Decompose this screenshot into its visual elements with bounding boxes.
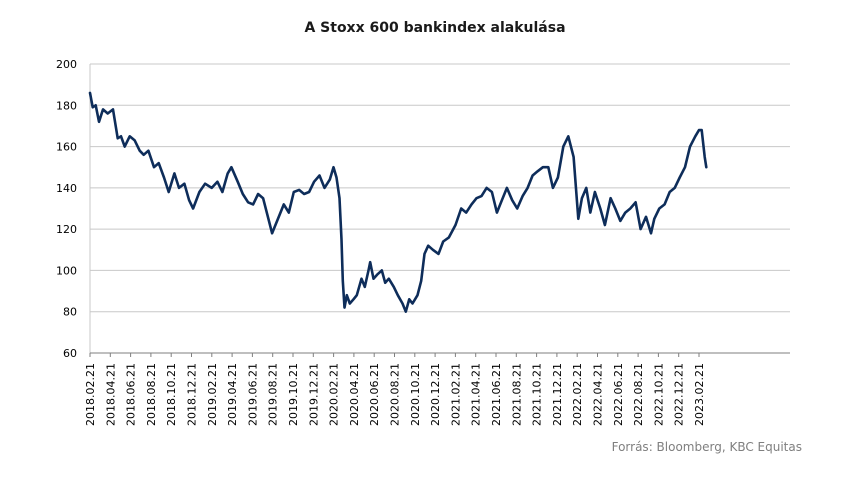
x-tick-label: 2022.08.21: [632, 363, 645, 426]
x-tick-label: 2021.12.21: [551, 363, 564, 426]
x-tick-label: 2019.10.21: [287, 363, 300, 426]
x-tick-label: 2020.02.21: [328, 363, 341, 426]
x-tick-label: 2020.08.21: [389, 363, 402, 426]
x-tick-label: 2018.06.21: [125, 363, 138, 426]
x-tick-label: 2020.04.21: [348, 363, 361, 426]
grid-layer: [90, 63, 790, 354]
x-tick-label: 2018.04.21: [104, 363, 117, 426]
x-tick-label: 2019.06.21: [246, 363, 259, 426]
x-tick-label: 2019.12.21: [307, 363, 320, 426]
x-tick-label: 2019.04.21: [226, 363, 239, 426]
y-tick-label: 120: [56, 223, 77, 236]
y-tick-label: 140: [56, 182, 77, 195]
y-tick-label: 60: [63, 347, 77, 360]
x-tick-label: 2022.06.21: [612, 363, 625, 426]
axis-layer: 60 80 100 120 140 160 180 200 2018.02.21 2018.04.…: [56, 58, 790, 426]
x-tick-label: 2022.12.21: [673, 363, 686, 426]
x-tick-label: 2023.02.21: [693, 363, 706, 426]
x-tick-label: 2021.04.21: [470, 363, 483, 426]
x-tick-label: 2018.12.21: [186, 363, 199, 426]
x-tick-label: 2019.02.21: [206, 363, 219, 426]
x-tick-label: 2022.04.21: [592, 363, 605, 426]
x-tick-label: 2021.06.21: [490, 363, 503, 426]
y-tick-label: 200: [56, 58, 77, 71]
series-line: [88, 91, 708, 314]
source-note: Forrás: Bloomberg, KBC Equitas: [611, 440, 802, 454]
x-tick-label: 2018.08.21: [145, 363, 158, 426]
x-tick-label: 2021.08.21: [510, 363, 523, 426]
x-tick-label: 2019.08.21: [267, 363, 280, 426]
x-tick-label: 2022.02.21: [571, 363, 584, 426]
x-tick-label: 2022.10.21: [652, 363, 665, 426]
x-tick-label: 2018.10.21: [165, 363, 178, 426]
y-tick-label: 180: [56, 99, 77, 112]
x-tick-label: 2018.02.21: [84, 363, 97, 426]
x-tick-label: 2020.10.21: [409, 363, 422, 426]
x-tick-label: 2021.02.21: [449, 363, 462, 426]
x-tick-label: 2021.10.21: [531, 363, 544, 426]
chart-title: A Stoxx 600 bankindex alakulása: [304, 20, 566, 36]
y-tick-label: 80: [63, 306, 77, 319]
x-tick-label: 2020.06.21: [368, 363, 381, 426]
series-layer: [88, 91, 708, 314]
y-tick-label: 160: [56, 141, 77, 154]
x-tick-label: 2020.12.21: [429, 363, 442, 426]
y-tick-label: 100: [56, 264, 77, 277]
